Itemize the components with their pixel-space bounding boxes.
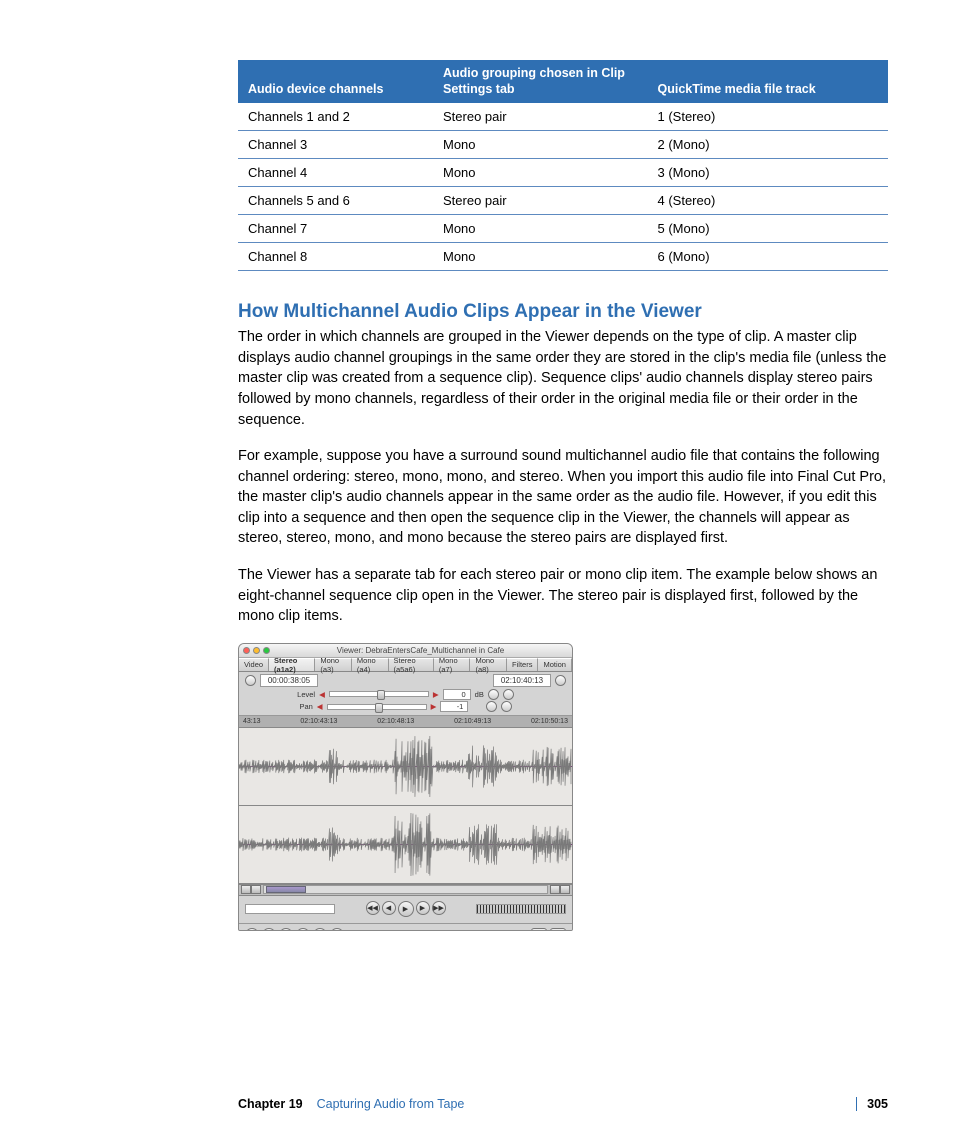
prev-edit-icon: ◀◀ — [366, 901, 380, 915]
viewer-tabs: VideoStereo (a1a2)Mono (a3)Mono (a4)Ster… — [239, 658, 572, 672]
level-slider — [329, 691, 429, 697]
viewer-tab: Mono (a3) — [315, 658, 352, 671]
link-icon — [501, 701, 512, 712]
tc-icon — [245, 675, 256, 686]
add-marker-icon — [296, 928, 310, 931]
body-paragraph: For example, suppose you have a surround… — [238, 446, 888, 549]
table-cell: 6 (Mono) — [648, 243, 889, 271]
table-row: Channel 8Mono6 (Mono) — [238, 243, 888, 271]
table-cell: 3 (Mono) — [648, 159, 889, 187]
viewer-title: Viewer: DebraEntersCafe_Multichannel in … — [273, 646, 568, 655]
pan-label: Pan — [299, 702, 312, 711]
zoom-icon — [263, 647, 270, 654]
match-frame-icon — [245, 928, 259, 931]
viewer-tab: Video — [239, 658, 269, 671]
timecode-right: 02:10:40:13 — [493, 674, 551, 687]
table-cell: Channel 3 — [238, 131, 433, 159]
pan-value: -1 — [440, 701, 468, 712]
timecode-left: 00:00:38:05 — [260, 674, 318, 687]
play-around-icon: ▶ — [416, 901, 430, 915]
ruler-tick: 02:10:43:13 — [300, 718, 337, 725]
table-cell: Channel 4 — [238, 159, 433, 187]
jog-wheel — [476, 904, 566, 914]
tc-icon — [555, 675, 566, 686]
ruler-tick: 02:10:50:13 — [531, 718, 568, 725]
chapter-title: Capturing Audio from Tape — [317, 1097, 465, 1111]
section-heading: How Multichannel Audio Clips Appear in t… — [238, 301, 888, 323]
table-row: Channel 3Mono2 (Mono) — [238, 131, 888, 159]
table-cell: 2 (Mono) — [648, 131, 889, 159]
table-row: Channel 4Mono3 (Mono) — [238, 159, 888, 187]
timeline-ruler: 43:13 02:10:43:13 02:10:48:13 02:10:49:13 02… — [239, 716, 572, 728]
next-edit-icon: ▶▶ — [432, 901, 446, 915]
h-scrollbar — [239, 884, 572, 896]
viewer-tab: Mono (a8) — [470, 658, 507, 671]
scroll-left-icon — [251, 885, 261, 894]
viewer-tab: Mono (a7) — [434, 658, 471, 671]
ruler-tick: 43:13 — [243, 718, 261, 725]
mark-clip-icon — [262, 928, 276, 931]
zoom-in-icon — [560, 885, 570, 894]
body-paragraph: The order in which channels are grouped … — [238, 327, 888, 430]
col-header: Audio device channels — [238, 60, 433, 103]
add-keyframe-icon — [279, 928, 293, 931]
page-footer: Chapter 19 Capturing Audio from Tape 305 — [238, 1097, 888, 1111]
table-cell: Mono — [433, 215, 648, 243]
transport-bar — [239, 924, 572, 931]
table-cell: Stereo pair — [433, 187, 648, 215]
waveform-top — [239, 728, 572, 806]
close-icon — [243, 647, 250, 654]
audio-channels-table: Audio device channels Audio grouping cho… — [238, 60, 888, 271]
viewer-tab: Mono (a4) — [352, 658, 389, 671]
viewer-tab: Motion — [538, 658, 572, 671]
table-row: Channel 7Mono5 (Mono) — [238, 215, 888, 243]
viewer-controls: 00:00:38:05 02:10:40:13 Level ◀ ▶ 0 dB P… — [239, 672, 572, 716]
table-cell: 4 (Stereo) — [648, 187, 889, 215]
table-row: Channels 5 and 6Stereo pair4 (Stereo) — [238, 187, 888, 215]
play-icon: ▶ — [398, 901, 414, 917]
overwrite-icon — [550, 928, 566, 931]
table-cell: Mono — [433, 243, 648, 271]
page-number: 305 — [856, 1097, 888, 1111]
keyframe-icon — [488, 689, 499, 700]
level-label: Level — [297, 690, 315, 699]
pan-slider — [327, 704, 427, 710]
level-value: 0 — [443, 689, 471, 700]
play-in-out-icon: ◀ — [382, 901, 396, 915]
table-cell: Stereo pair — [433, 103, 648, 131]
viewer-tab: Stereo (a1a2) — [269, 658, 315, 671]
body-paragraph: The Viewer has a separate tab for each s… — [238, 565, 888, 627]
table-cell: Mono — [433, 131, 648, 159]
table-cell: Channel 7 — [238, 215, 433, 243]
viewer-screenshot: Viewer: DebraEntersCafe_Multichannel in … — [238, 643, 573, 931]
insert-icon — [531, 928, 547, 931]
reset-icon — [503, 689, 514, 700]
shuttle-slider — [245, 904, 335, 914]
chapter-label: Chapter 19 — [238, 1097, 303, 1111]
ruler-tick: 02:10:49:13 — [454, 718, 491, 725]
col-header: Audio grouping chosen in Clip Settings t… — [433, 60, 648, 103]
ruler-tick: 02:10:48:13 — [377, 718, 414, 725]
mark-out-icon — [330, 928, 344, 931]
table-cell: Channels 1 and 2 — [238, 103, 433, 131]
table-cell: Mono — [433, 159, 648, 187]
table-cell: Channel 8 — [238, 243, 433, 271]
table-row: Channels 1 and 2Stereo pair1 (Stereo) — [238, 103, 888, 131]
viewer-tab: Stereo (a5a6) — [389, 658, 434, 671]
keyframe-icon — [486, 701, 497, 712]
table-cell: 5 (Mono) — [648, 215, 889, 243]
mark-in-icon — [313, 928, 327, 931]
col-header: QuickTime media file track — [648, 60, 889, 103]
table-cell: Channels 5 and 6 — [238, 187, 433, 215]
scroll-right-icon — [550, 885, 560, 894]
waveform-bottom — [239, 806, 572, 884]
jog-bar: ◀◀ ◀ ▶ ▶ ▶▶ — [239, 896, 572, 924]
zoom-out-icon — [241, 885, 251, 894]
level-unit: dB — [475, 690, 484, 699]
table-cell: 1 (Stereo) — [648, 103, 889, 131]
minimize-icon — [253, 647, 260, 654]
viewer-tab: Filters — [507, 658, 538, 671]
